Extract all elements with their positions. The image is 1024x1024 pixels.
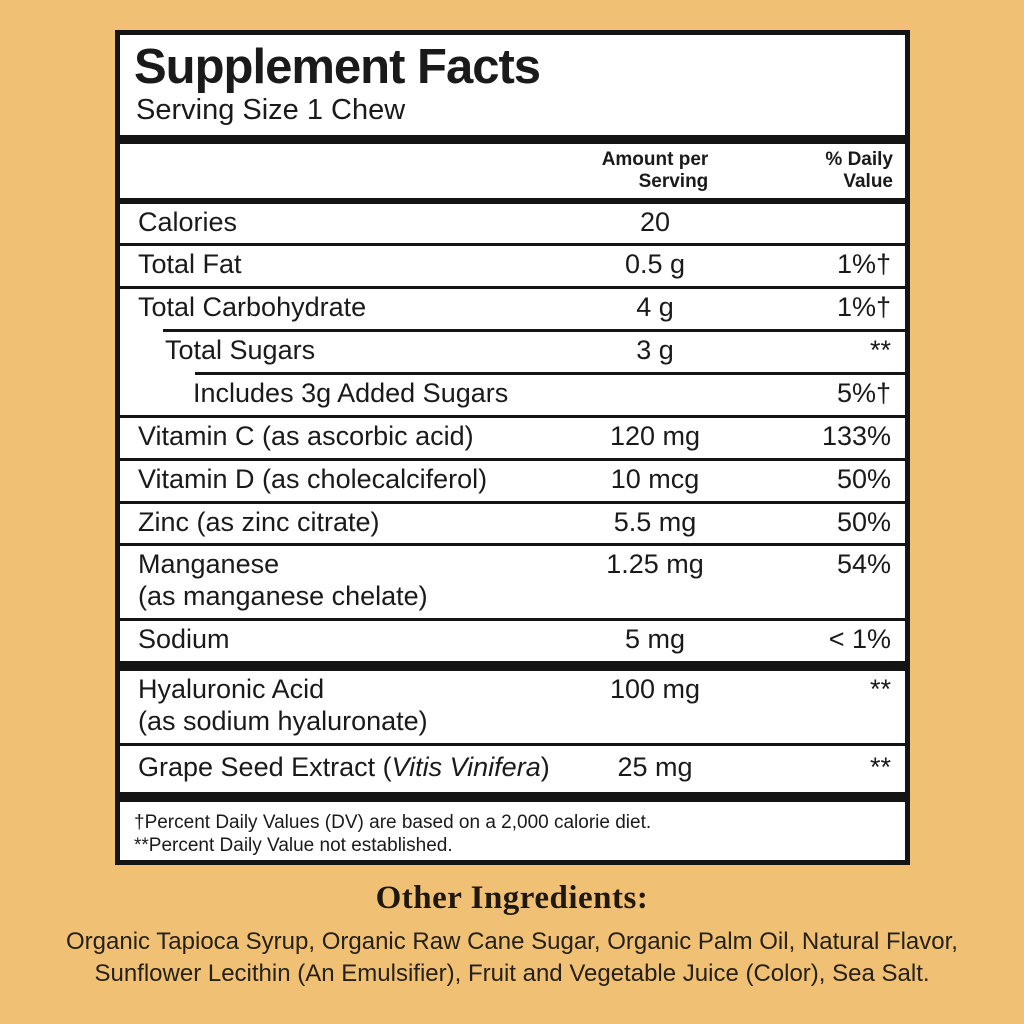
row-separator: [120, 286, 905, 290]
daily-value-cell: 50%: [836, 463, 891, 494]
nutrient-name: Grape Seed Extract (: [138, 751, 392, 782]
row-separator: [120, 742, 905, 746]
row-separator: [120, 500, 905, 504]
nutrient-name: Includes 3g Added Sugars: [193, 378, 509, 409]
other-ingredients-section: Other Ingredients: Organic Tapioca Syrup…: [0, 880, 1024, 989]
row-calories: Calories 20: [120, 204, 905, 244]
footnote-daily-value: †Percent Daily Values (DV) are based on …: [134, 811, 652, 833]
other-ingredients-title: Other Ingredients:: [375, 880, 649, 916]
daily-value-cell: **: [869, 335, 891, 366]
nutrient-name: Total Fat: [138, 249, 242, 280]
amount-cell: 10 mcg: [610, 463, 700, 494]
amount-cell: 0.5 g: [624, 249, 686, 280]
nutrient-name: Vitamin D (as cholecalciferol): [138, 463, 488, 494]
amount-cell: 5 mg: [624, 624, 686, 655]
nutrient-label: Grape Seed Extract (Vitis Vinifera): [120, 752, 555, 784]
row-added-sugars: Includes 3g Added Sugars 5%†: [120, 375, 905, 415]
nutrient-latin-name: Vitis Vinifera: [391, 751, 541, 782]
row-vitamin-c: Vitamin C (as ascorbic acid) 120 mg 133%: [120, 418, 905, 458]
thick-divider-middle: [120, 661, 905, 672]
amount-cell: 20: [639, 206, 671, 237]
daily-value-cell: 54%: [836, 549, 891, 580]
amount-cell: 4 g: [636, 292, 674, 323]
row-grape-seed-extract: Grape Seed Extract (Vitis Vinifera) 25 m…: [120, 746, 905, 792]
nutrient-name-suffix: ): [540, 751, 550, 782]
nutrient-label: Hyaluronic Acid (as sodium hyaluronate): [120, 674, 555, 738]
nutrient-label: Manganese (as manganese chelate): [120, 549, 555, 613]
supplement-facts-panel: Supplement Facts Serving Size 1 Chew Amo…: [115, 30, 910, 865]
daily-value-cell: **: [869, 751, 891, 782]
column-header-amount: Amount per Serving: [555, 149, 755, 193]
row-separator: [120, 243, 905, 247]
row-manganese: Manganese (as manganese chelate) 1.25 mg…: [120, 546, 905, 618]
daily-value-cell: 133%: [821, 420, 891, 451]
column-header-row: Amount per Serving % Daily Value: [120, 144, 905, 198]
daily-value-cell: 50%: [836, 506, 891, 537]
row-separator: [120, 457, 905, 461]
nutrient-label: Zinc (as zinc citrate): [120, 507, 555, 539]
panel-title: Supplement Facts: [134, 40, 541, 94]
nutrient-name: Zinc (as zinc citrate): [138, 506, 380, 537]
footnotes: †Percent Daily Values (DV) are based on …: [120, 802, 905, 859]
amount-cell: 3 g: [636, 335, 674, 366]
row-total-fat: Total Fat 0.5 g 1%†: [120, 246, 905, 286]
header-divider: [120, 197, 905, 204]
other-ingredients-text: Organic Tapioca Syrup, Organic Raw Cane …: [66, 928, 958, 987]
serving-size: Serving Size 1 Chew: [136, 94, 406, 126]
nutrient-source: (as sodium hyaluronate): [138, 705, 428, 736]
row-sodium: Sodium 5 mg < 1%: [120, 621, 905, 661]
nutrient-name: Calories: [138, 206, 238, 237]
thick-divider-top: [120, 134, 905, 144]
column-header-daily-value: % Daily Value: [825, 148, 893, 192]
nutrient-name: Sodium: [138, 624, 230, 655]
row-separator: [120, 618, 905, 622]
nutrient-label: Vitamin D (as cholecalciferol): [120, 464, 555, 496]
daily-value-cell: < 1%: [828, 624, 891, 655]
daily-value-cell: 1%†: [836, 292, 891, 323]
row-hyaluronic-acid: Hyaluronic Acid (as sodium hyaluronate) …: [120, 671, 905, 743]
amount-cell: 100 mg: [609, 674, 701, 705]
row-vitamin-d: Vitamin D (as cholecalciferol) 10 mcg 50…: [120, 461, 905, 501]
nutrient-label: Sodium: [120, 624, 555, 656]
nutrient-name: Vitamin C (as ascorbic acid): [138, 420, 474, 451]
nutrient-label: Calories: [120, 207, 555, 239]
amount-cell: 25 mg: [617, 751, 693, 782]
row-separator: [120, 414, 905, 418]
daily-value-cell: 1%†: [836, 249, 891, 280]
amount-cell: 120 mg: [609, 420, 701, 451]
nutrient-label: Total Sugars: [120, 335, 555, 367]
row-separator-indented: [163, 329, 905, 333]
thick-divider-bottom: [120, 791, 905, 802]
footnote-not-established: **Percent Daily Value not established.: [134, 835, 453, 857]
daily-value-cell: **: [869, 674, 891, 705]
nutrient-source: (as manganese chelate): [138, 581, 428, 612]
row-total-sugars: Total Sugars 3 g **: [120, 332, 905, 372]
daily-value-cell: 5%†: [836, 378, 891, 409]
nutrient-label: Total Fat: [120, 249, 555, 281]
amount-cell: 1.25 mg: [606, 549, 704, 580]
nutrient-label: Total Carbohydrate: [120, 292, 555, 324]
nutrient-name: Total Sugars: [165, 335, 316, 366]
row-zinc: Zinc (as zinc citrate) 5.5 mg 50%: [120, 504, 905, 544]
nutrient-name: Total Carbohydrate: [138, 292, 367, 323]
nutrient-label: Vitamin C (as ascorbic acid): [120, 421, 555, 453]
nutrient-name: Hyaluronic Acid: [138, 674, 325, 705]
row-total-carbohydrate: Total Carbohydrate 4 g 1%†: [120, 289, 905, 329]
row-separator-indented: [195, 372, 905, 376]
nutrient-name: Manganese: [138, 549, 280, 580]
amount-cell: 5.5 mg: [613, 506, 697, 537]
nutrient-label: Includes 3g Added Sugars: [120, 378, 555, 410]
row-separator: [120, 543, 905, 547]
column-header-amount-label: Amount per Serving: [601, 148, 709, 192]
